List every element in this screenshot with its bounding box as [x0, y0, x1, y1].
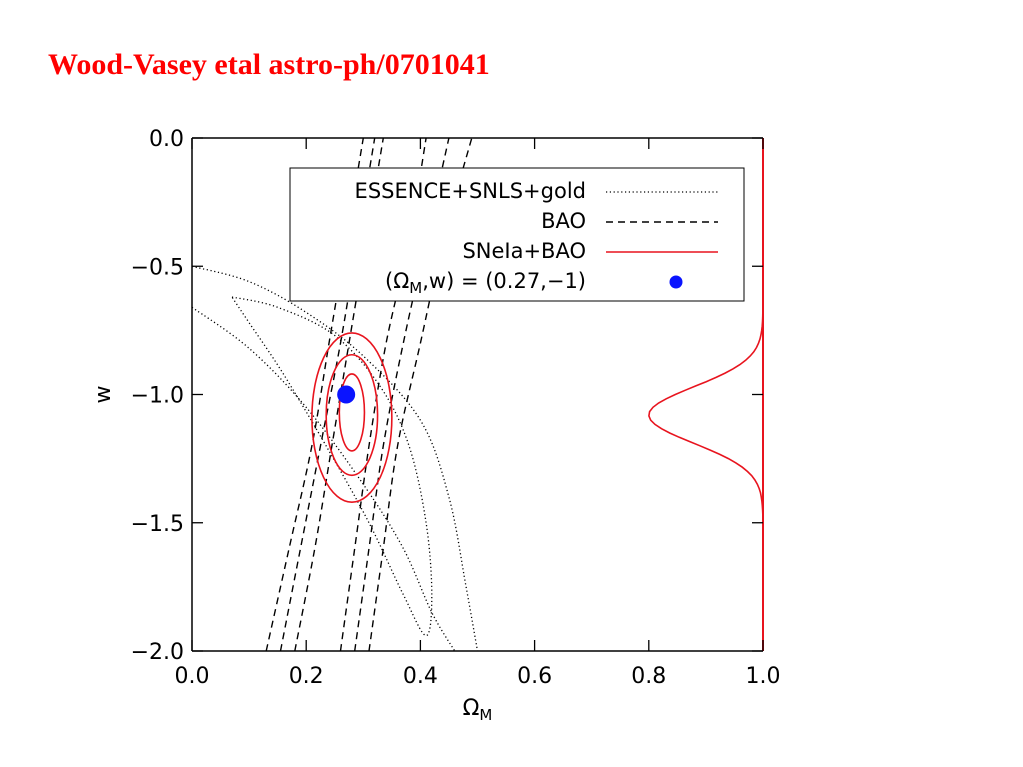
- legend-swatch-point: [669, 275, 683, 289]
- y-tick-label: −2.0: [131, 640, 184, 665]
- series-0-contour-0: [192, 306, 456, 651]
- axes-layer: 0.0 0.2 0.4 0.6 0.8 1.0 0.0 −0.5 −1.0 −1.5 −2.0 ΩM w: [91, 127, 781, 724]
- y-axis-label: w: [91, 386, 116, 404]
- x-tick-label: 1.0: [746, 664, 781, 689]
- x-tick-label: 0.0: [175, 664, 210, 689]
- series-2-ellipse-1: [325, 353, 379, 477]
- series-0-contour-2: [231, 296, 433, 637]
- plot-series-layer: [192, 138, 763, 651]
- y-tick-label: −1.5: [131, 512, 184, 537]
- slide-title: Wood-Vasey etal astro-ph/0701041: [48, 48, 490, 81]
- x-tick-label: 0.6: [517, 664, 552, 689]
- x-axis-label: ΩM: [463, 696, 493, 724]
- fiducial-point: [337, 385, 356, 404]
- legend: ESSENCE+SNLS+gold BAO SNeIa+BAO (ΩM,w) = (0…: [289, 167, 745, 302]
- x-tick-label: 0.8: [631, 664, 666, 689]
- series-2-ellipse-0: [338, 373, 366, 452]
- legend-box: [289, 167, 745, 302]
- marginal-likelihood-curve: [648, 138, 763, 651]
- y-tick-label: 0.0: [149, 127, 184, 152]
- series-2-ellipse-2: [311, 332, 393, 504]
- legend-label: SNeIa+BAO: [462, 239, 586, 263]
- x-tick-label: 0.2: [289, 664, 324, 689]
- y-tick-label: −1.0: [131, 384, 184, 409]
- legend-label: ESSENCE+SNLS+gold: [355, 179, 586, 203]
- y-tick-label: −0.5: [131, 255, 184, 280]
- legend-label: BAO: [541, 209, 586, 233]
- x-tick-label: 0.4: [403, 664, 438, 689]
- legend-label: (ΩM,w) = (0.27,−1): [385, 269, 586, 297]
